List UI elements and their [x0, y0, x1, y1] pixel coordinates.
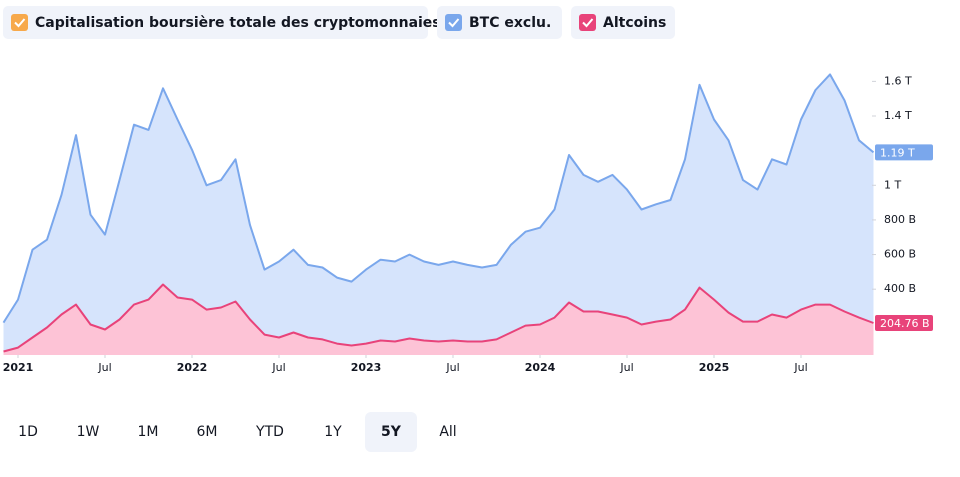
- y-tick-label: 1.6 T: [884, 74, 912, 87]
- legend-checkbox: [11, 14, 28, 31]
- area-fill: [3, 284, 874, 355]
- range-button-label: 1D: [18, 424, 38, 440]
- checkmark: [448, 18, 460, 28]
- legend-chip: [3, 6, 428, 39]
- range-button-label: 5Y: [381, 424, 402, 440]
- x-tick-label: 2022: [177, 361, 208, 374]
- legend-chip: [437, 6, 562, 39]
- series-line: [3, 283, 874, 353]
- x-tick-label: 2024: [525, 361, 556, 374]
- range-button-label: 1M: [138, 424, 159, 440]
- x-tick-label: Jul: [619, 361, 633, 374]
- x-tick-label: Jul: [271, 361, 285, 374]
- range-button[interactable]: All: [439, 424, 456, 440]
- range-button-label: YTD: [255, 424, 284, 440]
- price-label-bg: [875, 315, 933, 332]
- x-tick-label: 2025: [699, 361, 730, 374]
- legend-checkbox: [579, 14, 596, 31]
- range-button-label: 1Y: [324, 424, 342, 440]
- legend-checkbox: [445, 14, 462, 31]
- legend-label: Altcoins: [603, 15, 666, 31]
- x-tick-label: Jul: [445, 361, 459, 374]
- price-label: 1.19 T: [880, 146, 915, 159]
- x-tick-label: 2023: [351, 361, 382, 374]
- y-tick-label: 1 T: [884, 178, 901, 191]
- range-button[interactable]: 1W: [77, 424, 100, 440]
- y-tick-label: 800 B: [884, 213, 916, 226]
- y-tick-label: 600 B: [884, 248, 916, 261]
- x-tick-label: Jul: [793, 361, 807, 374]
- range-button[interactable]: 1Y: [324, 424, 342, 440]
- legend-label: BTC exclu.: [469, 15, 551, 31]
- x-tick-label: Jul: [97, 361, 111, 374]
- legend-item[interactable]: Altcoins: [571, 6, 675, 39]
- range-button-label: All: [439, 424, 456, 440]
- series-line: [2, 73, 875, 324]
- range-button[interactable]: 1D: [18, 424, 38, 440]
- range-button[interactable]: 5Y: [365, 412, 417, 452]
- y-tick-label: 1.4 T: [884, 109, 912, 122]
- area-fill: [3, 74, 874, 356]
- range-button-bg: [365, 412, 417, 452]
- legend-chip: [571, 6, 675, 39]
- checkmark: [582, 18, 594, 28]
- range-button[interactable]: YTD: [255, 424, 284, 440]
- range-button-label: 6M: [197, 424, 218, 440]
- y-tick-label: 400 B: [884, 282, 916, 295]
- legend-label: Capitalisation boursière totale des cryp…: [35, 15, 441, 31]
- legend-item[interactable]: BTC exclu.: [437, 6, 562, 39]
- legend-item[interactable]: Capitalisation boursière totale des cryp…: [3, 6, 441, 39]
- range-button[interactable]: 1M: [138, 424, 159, 440]
- price-label: 204.76 B: [880, 317, 930, 330]
- range-button[interactable]: 6M: [197, 424, 218, 440]
- x-tick-label: 2021: [3, 361, 34, 374]
- range-button-label: 1W: [77, 424, 100, 440]
- price-label-bg: [875, 144, 933, 161]
- checkmark: [14, 18, 26, 28]
